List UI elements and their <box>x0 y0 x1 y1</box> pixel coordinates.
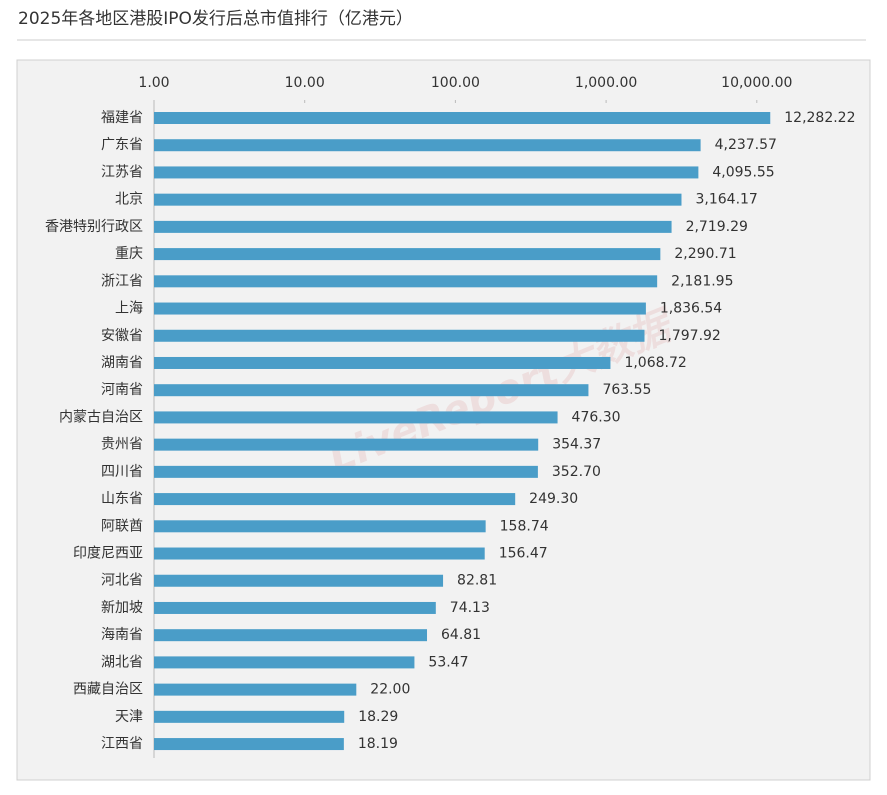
bar <box>154 520 486 533</box>
value-label: 53.47 <box>428 654 468 670</box>
value-label: 12,282.22 <box>784 110 855 126</box>
y-tick-label: 贵州省 <box>101 437 143 453</box>
y-tick-label: 福建省 <box>101 110 143 126</box>
y-tick-label: 安徽省 <box>101 328 143 344</box>
value-label: 2,290.71 <box>674 246 736 262</box>
bar <box>154 356 611 369</box>
y-tick-label: 湖北省 <box>101 654 143 670</box>
bar <box>154 302 646 315</box>
bar <box>154 248 661 261</box>
bar <box>154 601 436 614</box>
bar <box>154 166 699 179</box>
bar <box>154 411 558 424</box>
value-label: 2,719.29 <box>686 219 748 235</box>
y-tick-label: 北京 <box>115 192 143 208</box>
bar <box>154 329 645 342</box>
bar <box>154 710 345 723</box>
y-tick-label: 内蒙古自治区 <box>59 409 143 425</box>
value-label: 18.29 <box>358 709 398 725</box>
value-label: 763.55 <box>602 382 651 398</box>
y-tick-label: 重庆 <box>115 246 143 262</box>
bar <box>154 629 428 642</box>
y-tick-label: 阿联酋 <box>101 517 143 534</box>
y-tick-label: 河北省 <box>101 573 143 589</box>
value-label: 352.70 <box>552 464 601 480</box>
value-label: 4,095.55 <box>712 164 774 180</box>
y-tick-label: 海南省 <box>101 627 143 643</box>
y-tick-label: 湖南省 <box>101 355 143 371</box>
value-label: 22.00 <box>370 682 410 698</box>
value-label: 156.47 <box>499 546 548 562</box>
bar <box>154 220 672 233</box>
value-label: 64.81 <box>441 627 481 643</box>
value-label: 2,181.95 <box>671 273 733 289</box>
bar <box>154 738 344 751</box>
bar <box>154 656 415 669</box>
value-label: 249.30 <box>529 491 578 507</box>
bar <box>154 465 538 478</box>
bar <box>154 139 701 152</box>
value-label: 354.37 <box>552 437 601 453</box>
x-tick-label: 1,000.00 <box>575 75 637 91</box>
bar <box>154 193 682 206</box>
x-tick-label: 100.00 <box>431 75 480 91</box>
y-tick-label: 浙江省 <box>101 273 143 289</box>
bar <box>154 493 516 506</box>
value-label: 18.19 <box>358 736 398 752</box>
value-label: 1,797.92 <box>658 328 720 344</box>
y-tick-label: 天津 <box>115 709 143 725</box>
bar <box>154 574 444 587</box>
value-label: 1,068.72 <box>624 355 686 371</box>
y-tick-label: 河南省 <box>101 382 143 398</box>
y-tick-label: 香港特别行政区 <box>45 219 143 235</box>
bar <box>154 683 357 696</box>
y-tick-label: 广东省 <box>101 137 143 153</box>
bar <box>154 384 589 397</box>
value-label: 158.74 <box>500 518 549 534</box>
y-tick-label: 江西省 <box>101 736 143 752</box>
x-tick-label: 1.00 <box>138 75 169 91</box>
y-tick-label: 四川省 <box>101 464 143 480</box>
value-label: 4,237.57 <box>715 137 777 153</box>
value-label: 74.13 <box>450 600 490 616</box>
x-tick-label: 10,000.00 <box>721 75 792 91</box>
x-tick-label: 10.00 <box>285 75 325 91</box>
y-tick-label: 江苏省 <box>101 164 143 180</box>
y-tick-label: 上海 <box>115 301 143 317</box>
chart-title: 2025年各地区港股IPO发行后总市值排行（亿港元） <box>18 9 413 29</box>
value-label: 82.81 <box>457 573 497 589</box>
value-label: 1,836.54 <box>660 301 722 317</box>
value-label: 3,164.17 <box>695 192 757 208</box>
y-tick-label: 印度尼西亚 <box>73 546 143 562</box>
value-label: 476.30 <box>572 409 621 425</box>
bar <box>154 275 658 288</box>
bar <box>154 112 771 124</box>
bar <box>154 438 539 451</box>
y-tick-label: 山东省 <box>101 491 143 507</box>
y-tick-label: 西藏自治区 <box>73 682 143 698</box>
bar <box>154 547 485 560</box>
y-tick-label: 新加坡 <box>101 600 143 616</box>
